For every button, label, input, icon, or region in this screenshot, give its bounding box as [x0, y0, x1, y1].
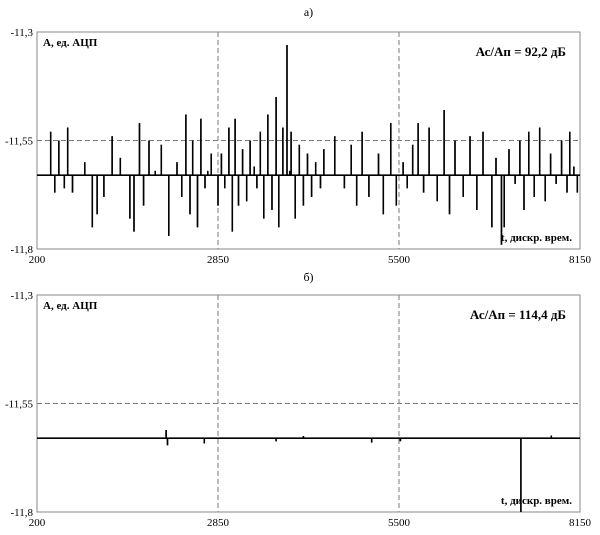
plot-frame — [36, 31, 581, 250]
plot-frame — [36, 294, 581, 513]
y-tick-label: -11,55 — [5, 399, 34, 411]
y-axis-label: А, ед. АЦП — [43, 37, 98, 49]
ratio-annotation: Ас/Ап = 92,2 дБ — [476, 44, 566, 59]
ratio-annotation: Ас/Ап = 114,4 дБ — [470, 307, 566, 322]
x-tick-label: 5500 — [388, 254, 411, 266]
panel-title: б) — [303, 270, 313, 284]
y-tick-label: -11,8 — [10, 507, 33, 519]
x-tick-label: 2850 — [207, 517, 230, 529]
x-tick-label: 200 — [29, 254, 46, 266]
x-tick-label: 5500 — [388, 517, 411, 529]
x-axis-label: t, дискр. врем. — [501, 495, 572, 507]
y-tick-label: -11,3 — [10, 290, 33, 302]
x-tick-label: 8150 — [569, 517, 592, 529]
signal-line — [37, 45, 580, 245]
x-tick-label: 8150 — [569, 254, 592, 266]
chart-panel-1: б) 200 2850 5500 8150 -11,3 -11,55 -11,8 А, ед. … — [5, 270, 592, 529]
signal-line — [37, 430, 580, 512]
y-tick-label: -11,55 — [5, 136, 34, 148]
x-tick-label: 2850 — [207, 254, 230, 266]
x-tick-label: 200 — [29, 517, 46, 529]
y-axis-label: А, ед. АЦП — [43, 300, 98, 312]
chart-panel-0: а) 200 2850 5500 8150 -11,3 -11,55 -11,8 А, ед. … — [5, 5, 592, 266]
panel-title: а) — [304, 5, 313, 19]
y-tick-label: -11,8 — [10, 244, 33, 256]
x-axis-label: t, дискр. врем. — [501, 232, 572, 244]
y-tick-label: -11,3 — [10, 27, 33, 39]
